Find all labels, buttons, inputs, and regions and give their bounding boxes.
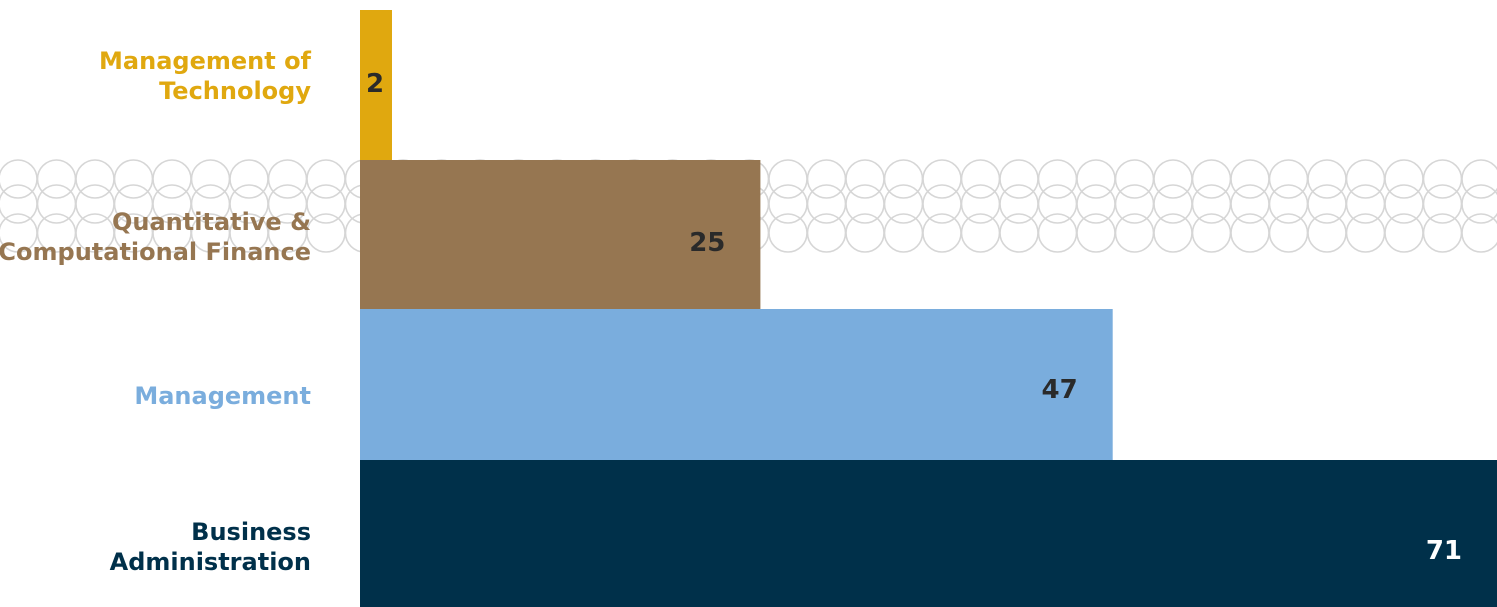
pattern-circle [1422, 213, 1463, 253]
pattern-circle [1230, 213, 1270, 253]
pattern-circle [1191, 159, 1232, 199]
pattern-circle [1191, 184, 1232, 224]
pattern-circle [306, 159, 346, 199]
category-label-0: Management of Technology [99, 47, 312, 105]
pattern-circle [999, 159, 1039, 199]
pattern-circle [306, 213, 346, 253]
pattern-circle [1307, 159, 1347, 199]
pattern-circle [806, 184, 847, 224]
pattern-circle [1268, 213, 1309, 253]
pattern-circle [36, 159, 77, 199]
pattern-circle [845, 159, 885, 199]
pattern-circle [1422, 159, 1463, 199]
pattern-circle [152, 159, 192, 199]
pattern-circle [267, 159, 308, 199]
pattern-circle [1153, 184, 1193, 224]
bar-0 [360, 10, 392, 160]
pattern-circle [1076, 213, 1116, 253]
value-label-2: 47 [1042, 375, 1078, 405]
pattern-circle [999, 184, 1039, 224]
pattern-circle [75, 159, 115, 199]
pattern-circle [1384, 159, 1424, 199]
pattern-circle [1307, 184, 1347, 224]
pattern-circle [75, 184, 115, 224]
pattern-circle [806, 159, 847, 199]
pattern-circle [845, 184, 885, 224]
pattern-circle [883, 159, 924, 199]
value-label-1: 25 [689, 228, 725, 258]
pattern-circle [1461, 213, 1497, 253]
pattern-circle [1114, 213, 1155, 253]
pattern-circle [1114, 159, 1155, 199]
bar-3 [360, 460, 1497, 607]
pattern-circle [1422, 184, 1463, 224]
pattern-circle [922, 159, 962, 199]
category-label-1: Quantitative & Computational Finance [0, 208, 311, 266]
pattern-circle [768, 213, 808, 253]
pattern-circle [1268, 159, 1309, 199]
pattern-circle [1153, 159, 1193, 199]
pattern-circle [190, 159, 231, 199]
pattern-circle [1037, 184, 1078, 224]
pattern-circle [1345, 184, 1386, 224]
pattern-circle [1384, 184, 1424, 224]
pattern-circle [1230, 184, 1270, 224]
pattern-circle [1153, 213, 1193, 253]
pattern-circle [1114, 184, 1155, 224]
pattern-circle [1384, 213, 1424, 253]
pattern-circle [1230, 159, 1270, 199]
pattern-circle [1268, 184, 1309, 224]
pattern-circle [922, 213, 962, 253]
bar-2 [360, 309, 1113, 460]
pattern-circle [306, 184, 346, 224]
pattern-circle [1461, 159, 1497, 199]
category-label-3: Business Administration [110, 518, 311, 576]
pattern-circle [960, 184, 1001, 224]
pattern-circle [806, 213, 847, 253]
value-label-3: 71 [1426, 536, 1462, 566]
pattern-circle [1076, 159, 1116, 199]
category-label-2: Management [134, 382, 311, 410]
pattern-circle [113, 159, 154, 199]
pattern-circle [229, 159, 269, 199]
pattern-circle [768, 184, 808, 224]
pattern-circle [960, 159, 1001, 199]
pattern-circle [0, 159, 38, 199]
pattern-circle [845, 213, 885, 253]
pattern-circle [768, 159, 808, 199]
value-labels: 2 25 47 71 [366, 69, 1462, 566]
pattern-circle [1307, 213, 1347, 253]
pattern-circle [1076, 184, 1116, 224]
pattern-circle [1461, 184, 1497, 224]
pattern-circle [1345, 213, 1386, 253]
pattern-circle [1345, 159, 1386, 199]
pattern-circle [1191, 213, 1232, 253]
category-labels: Management of Technology Quantitative & Com… [0, 47, 312, 576]
pattern-circle [883, 184, 924, 224]
pattern-circle [0, 184, 38, 224]
pattern-circle [960, 213, 1001, 253]
pattern-circle [36, 184, 77, 224]
bar-1 [360, 160, 761, 309]
bars [360, 10, 1497, 607]
pattern-circle [922, 184, 962, 224]
pattern-circle [999, 213, 1039, 253]
value-label-0: 2 [366, 69, 384, 99]
pattern-circle [883, 213, 924, 253]
pattern-circle [1037, 213, 1078, 253]
pattern-circle [1037, 159, 1078, 199]
